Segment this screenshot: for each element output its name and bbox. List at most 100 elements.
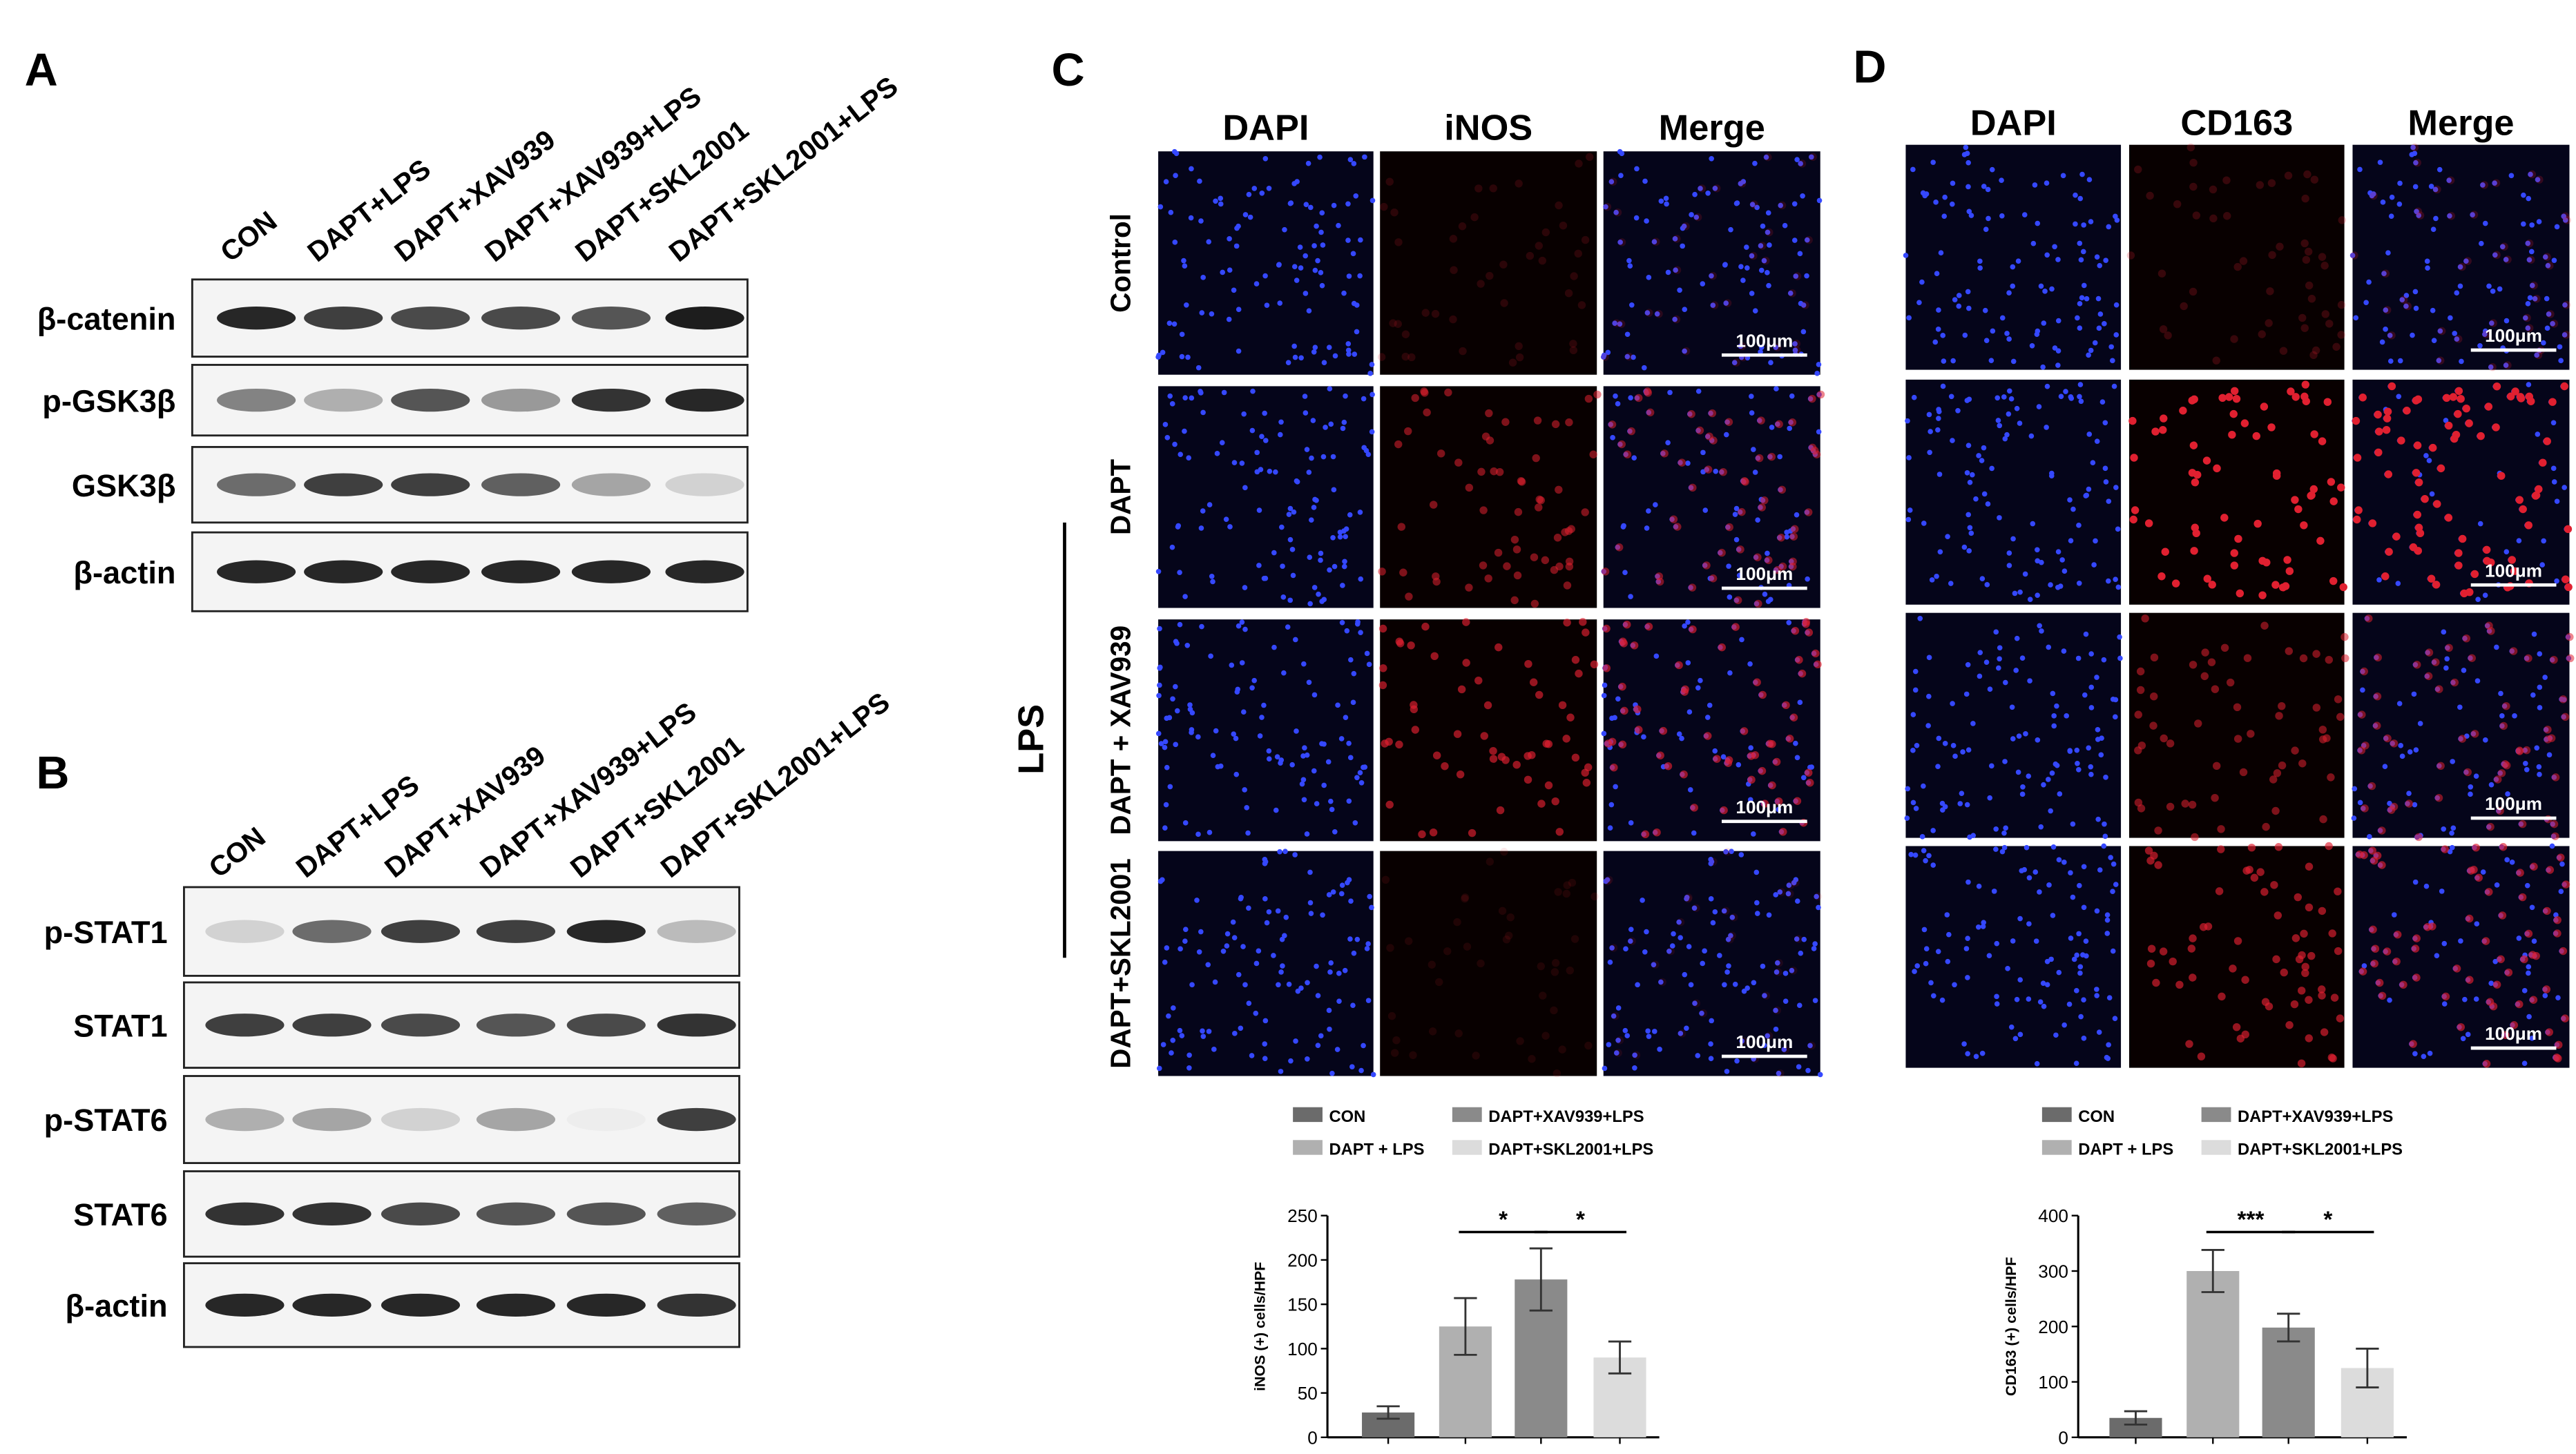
stain	[2562, 331, 2570, 339]
nucleus	[1354, 936, 1361, 942]
nucleus	[2425, 265, 2430, 271]
nucleus	[1726, 563, 1731, 569]
nucleus	[1676, 919, 1682, 925]
stain	[1653, 828, 1661, 837]
stain	[2271, 581, 2280, 589]
nucleus	[2036, 404, 2042, 409]
nucleus	[2541, 538, 2546, 544]
nucleus	[2524, 882, 2530, 889]
nucleus	[1288, 1058, 1294, 1064]
significance-label: ***	[2238, 1207, 2265, 1232]
stain	[1421, 622, 1430, 631]
stain	[2130, 454, 2138, 462]
nucleus	[2052, 345, 2058, 351]
blot-band	[381, 920, 461, 943]
stain	[2234, 534, 2242, 543]
stain	[2301, 962, 2309, 971]
nucleus	[2387, 997, 2392, 1003]
nucleus	[2081, 864, 2087, 870]
stain	[2300, 929, 2308, 938]
nucleus	[1952, 753, 1958, 759]
stain	[2126, 251, 2135, 260]
nucleus	[1352, 820, 1358, 826]
nucleus	[1156, 692, 1162, 699]
nucleus	[2524, 766, 2530, 773]
nucleus	[1955, 407, 1961, 414]
nucleus	[2410, 144, 2416, 151]
stain	[2181, 799, 2189, 808]
stain	[1489, 755, 1498, 763]
stain	[2309, 351, 2318, 360]
stain	[2392, 532, 2401, 541]
stain	[1765, 1031, 1774, 1040]
blot-band	[205, 1107, 285, 1132]
nucleus	[1311, 243, 1317, 249]
nucleus	[1910, 799, 1916, 806]
stain	[1395, 740, 1403, 749]
stain	[1660, 449, 1669, 458]
stain	[1568, 878, 1577, 887]
micrograph	[1156, 849, 1376, 1078]
stain	[1609, 944, 1618, 952]
nucleus	[1369, 429, 1375, 435]
nucleus	[1817, 1072, 1823, 1078]
nucleus	[1651, 239, 1657, 245]
stain	[2230, 335, 2238, 343]
nucleus	[1262, 861, 1268, 866]
stain	[2515, 496, 2524, 504]
nucleus	[1345, 880, 1350, 886]
nucleus	[2497, 286, 2503, 292]
stain	[1795, 656, 1803, 664]
nucleus	[1345, 341, 1352, 347]
stain	[2445, 643, 2453, 652]
stain	[2531, 492, 2540, 500]
stain	[2311, 346, 2320, 355]
nucleus	[1218, 763, 1224, 769]
stain	[1381, 875, 1390, 884]
stain	[2327, 1054, 2336, 1062]
stain	[1709, 574, 1718, 583]
nucleus	[1330, 454, 1336, 460]
stain	[1461, 895, 1469, 903]
nucleus	[2492, 252, 2498, 258]
nucleus	[2083, 938, 2089, 944]
stain	[1734, 596, 1742, 605]
stain	[2211, 685, 2220, 693]
nucleus	[1226, 316, 1232, 322]
stain	[1760, 496, 1769, 505]
nucleus	[2360, 687, 2365, 693]
nucleus	[2521, 988, 2528, 993]
scale-bar-label: 100μm	[2485, 325, 2542, 346]
nucleus	[1797, 251, 1803, 257]
nucleus	[1280, 963, 1285, 969]
nucleus	[1361, 1043, 1366, 1049]
nucleus	[1612, 320, 1617, 326]
nucleus	[1274, 754, 1280, 760]
nucleus	[1747, 661, 1753, 667]
nucleus	[1307, 554, 1313, 561]
stain	[1526, 251, 1535, 260]
stain	[1497, 753, 1506, 761]
stain	[1584, 1041, 1593, 1050]
stain	[1618, 740, 1627, 749]
stain	[2149, 721, 2157, 730]
nucleus	[1908, 851, 1914, 857]
nucleus	[2016, 733, 2022, 739]
nucleus	[1233, 735, 1239, 741]
nucleus	[1966, 305, 1972, 311]
stain	[2280, 968, 2288, 977]
stain	[2242, 866, 2251, 875]
stain	[2230, 561, 2239, 570]
stain	[2305, 1034, 2313, 1043]
stain	[2187, 944, 2196, 953]
stain	[2463, 768, 2472, 777]
nucleus	[2095, 295, 2102, 302]
nucleus	[1369, 197, 1376, 204]
nucleus	[1760, 223, 1766, 229]
nucleus	[2509, 860, 2515, 865]
legend-swatch	[2041, 1140, 2072, 1155]
nucleus	[1739, 1038, 1745, 1044]
nucleus	[2078, 398, 2084, 405]
nucleus	[2019, 868, 2025, 873]
stain	[1651, 960, 1660, 969]
